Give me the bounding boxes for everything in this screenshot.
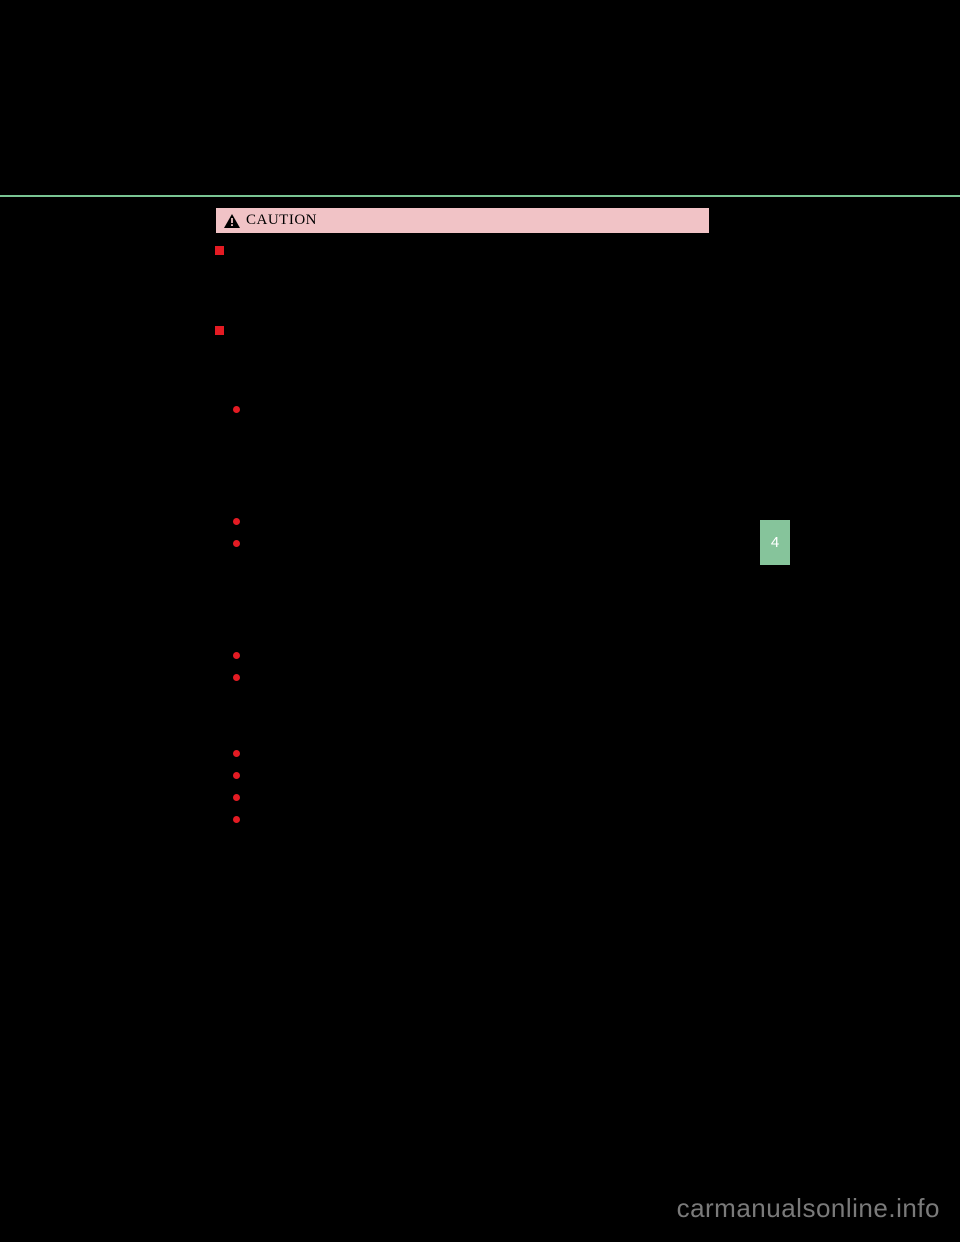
- dot-icon: [233, 540, 240, 547]
- warning-icon: [224, 214, 240, 228]
- section-1: Before using the dynamic radar cruise co…: [215, 242, 790, 260]
- bullet-3-text: The dynamic radar cruise control determi…: [248, 535, 790, 643]
- dot-icon: [233, 406, 240, 413]
- bullet-4: Assisting the driver to operate the vehi…: [233, 647, 790, 665]
- square-bullet-icon: [215, 326, 224, 335]
- dot-icon: [233, 816, 240, 823]
- section-1-body: Do not overly rely on vehicle-to-vehicle…: [233, 262, 790, 316]
- section-2-sub: Assisting the driver to measure followin…: [233, 379, 790, 397]
- bullet-7: Switch the cruise control off using the …: [233, 767, 790, 785]
- bullet-9: Do not use dynamic radar cruise control …: [233, 811, 790, 865]
- dot-icon: [233, 794, 240, 801]
- bullet-2: Assisting the driver to judge proper fol…: [233, 513, 790, 531]
- bullet-2-text: Assisting the driver to judge proper fol…: [248, 513, 626, 531]
- dot-icon: [233, 674, 240, 681]
- caution-label: CAUTION: [246, 212, 317, 229]
- bullet-3: The dynamic radar cruise control determi…: [233, 535, 790, 643]
- bullet-1: The dynamic radar cruise control is only…: [233, 401, 790, 509]
- bullet-6: To avoid inadvertent cruise control acti…: [233, 745, 790, 763]
- caution-header: CAUTION: [215, 207, 710, 234]
- bullet-5: The dynamic radar cruise control has no …: [233, 669, 790, 741]
- section-1-title: Before using the dynamic radar cruise co…: [232, 242, 554, 260]
- dot-icon: [233, 750, 240, 757]
- dot-icon: [233, 652, 240, 659]
- bullet-4-text: Assisting the driver to operate the vehi…: [248, 647, 541, 665]
- square-bullet-icon: [215, 246, 224, 255]
- bullet-7-text: Switch the cruise control off using the …: [248, 767, 760, 785]
- section-2-title: Cautions regarding the driving assist sy…: [232, 322, 554, 340]
- bullet-1-text: The dynamic radar cruise control is only…: [248, 401, 790, 509]
- dot-icon: [233, 518, 240, 525]
- section-2: Cautions regarding the driving assist sy…: [215, 322, 790, 340]
- bullet-6-text: To avoid inadvertent cruise control acti…: [248, 745, 563, 763]
- bullet-8: Situations unsuitable for dynamic radar …: [233, 789, 790, 807]
- page-content: CAUTION Before using the dynamic radar c…: [0, 197, 960, 865]
- bullet-8-text: Situations unsuitable for dynamic radar …: [248, 789, 624, 807]
- chapter-tab: 4: [760, 520, 790, 565]
- section-2-body: Observe the following precautions. Failu…: [233, 342, 790, 378]
- watermark: carmanualsonline.info: [677, 1193, 940, 1224]
- bullet-5-text: The dynamic radar cruise control has no …: [248, 669, 790, 741]
- chapter-number: 4: [771, 534, 779, 551]
- dot-icon: [233, 772, 240, 779]
- bullet-9-text: Do not use dynamic radar cruise control …: [248, 811, 790, 865]
